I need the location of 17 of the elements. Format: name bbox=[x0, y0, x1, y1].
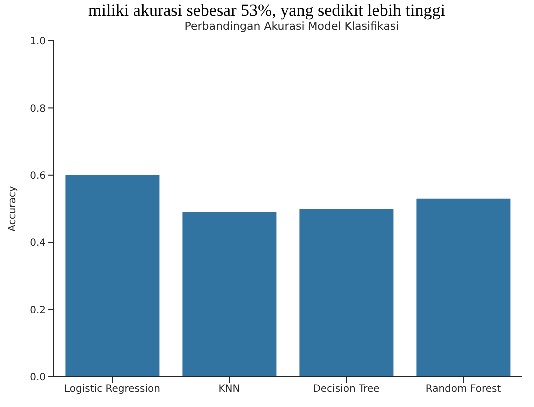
x-tick-label: Decision Tree bbox=[313, 384, 380, 396]
x-tick-label: KNN bbox=[218, 384, 240, 396]
y-tick-label: 0.6 bbox=[30, 170, 46, 182]
bar bbox=[416, 198, 511, 377]
y-tick-label: 1.0 bbox=[30, 36, 46, 48]
bar bbox=[300, 209, 394, 377]
x-tick-label: Logistic Regression bbox=[64, 384, 160, 396]
y-tick-label: 0.2 bbox=[30, 305, 46, 316]
bar bbox=[66, 175, 160, 377]
y-axis-title: Accuracy bbox=[8, 186, 19, 232]
y-tick-label: 0.8 bbox=[30, 104, 46, 115]
x-tick-label: Random Forest bbox=[426, 384, 502, 396]
chart-title: Perbandingan Akurasi Model Klasifikasi bbox=[184, 20, 400, 33]
y-tick-label: 0.0 bbox=[30, 372, 46, 384]
y-tick-label: 0.4 bbox=[30, 238, 46, 250]
bar bbox=[182, 212, 277, 377]
text: miliki akurasi sebesar 53%, yang sedikit lebih tinggi bbox=[88, 1, 446, 20]
